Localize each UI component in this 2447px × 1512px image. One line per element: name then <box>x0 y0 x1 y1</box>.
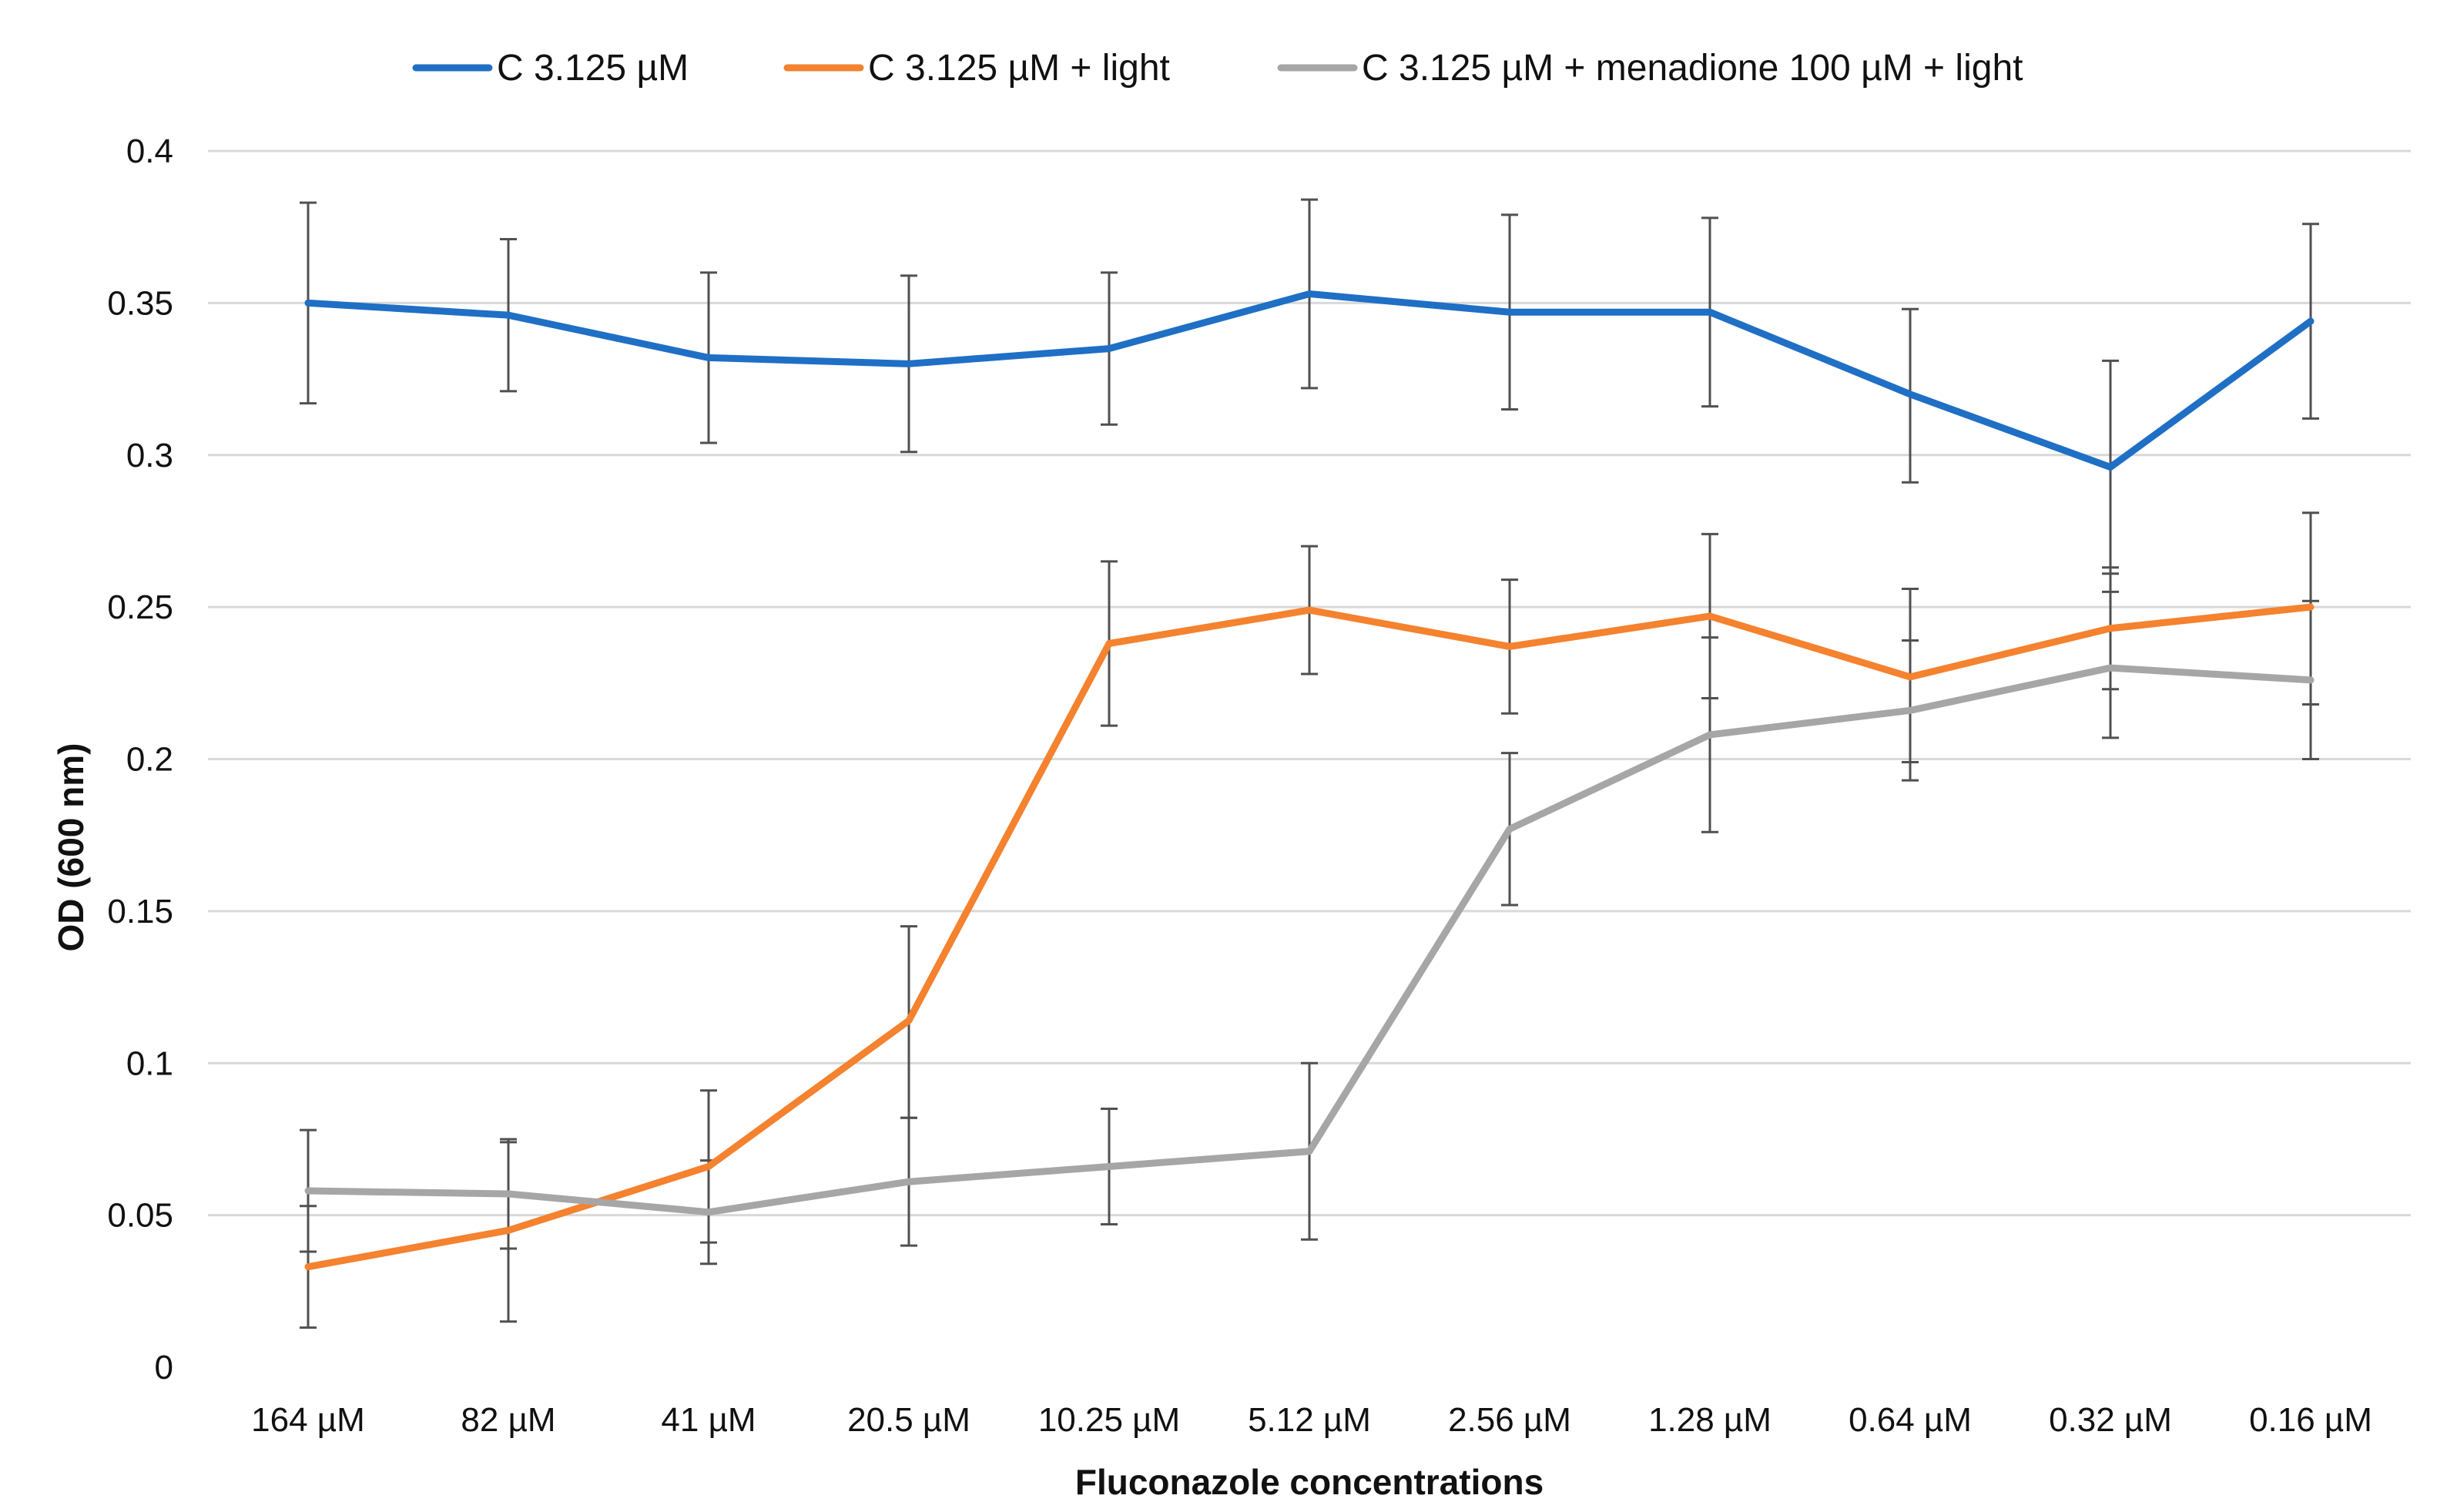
y-tick-label: 0.15 <box>107 893 173 930</box>
y-tick-label: 0.4 <box>126 132 173 170</box>
y-axis-ticks: 0 0.05 0.1 0.15 0.2 0.25 0.3 0.35 0.4 <box>107 132 173 1386</box>
x-tick-label: 0.64 µM <box>1849 1401 1972 1439</box>
y-tick-label: 0.2 <box>126 741 173 779</box>
legend-label: C 3.125 µM <box>497 48 689 89</box>
series-line <box>304 290 2315 471</box>
series-lines <box>304 290 2315 1271</box>
x-tick-label: 5.12 µM <box>1248 1401 1371 1439</box>
legend-item: C 3.125 µM + menadione 100 µM + light <box>1277 48 2023 89</box>
x-tick-label: 0.16 µM <box>2249 1401 2372 1439</box>
legend: C 3.125 µM C 3.125 µM + light C 3.125 µM… <box>412 48 2023 89</box>
x-axis-title: Fluconazole concentrations <box>1075 1462 1544 1502</box>
x-tick-label: 164 µM <box>251 1401 365 1439</box>
x-tick-label: 2.56 µM <box>1448 1401 1571 1439</box>
series-line <box>304 603 2315 1271</box>
legend-item: C 3.125 µM + light <box>783 48 1170 89</box>
y-tick-label: 0 <box>155 1349 173 1386</box>
x-tick-label: 1.28 µM <box>1648 1401 1772 1439</box>
series-line <box>304 664 2315 1216</box>
y-tick-label: 0.05 <box>107 1197 173 1235</box>
x-axis-ticks: 164 µM 82 µM 41 µM 20.5 µM 10.25 µM 5.12 µM 2.… <box>251 1401 2372 1439</box>
y-tick-label: 0.1 <box>126 1044 173 1082</box>
x-tick-label: 10.25 µM <box>1038 1401 1180 1439</box>
legend-label: C 3.125 µM + menadione 100 µM + light <box>1362 48 2023 89</box>
y-axis-title: OD (600 nm) <box>51 743 91 952</box>
x-tick-label: 82 µM <box>461 1401 555 1439</box>
x-tick-label: 20.5 µM <box>847 1401 970 1439</box>
x-tick-label: 0.32 µM <box>2049 1401 2172 1439</box>
legend-item: C 3.125 µM <box>412 48 689 89</box>
legend-label: C 3.125 µM + light <box>868 48 1170 89</box>
y-tick-label: 0.35 <box>107 284 173 322</box>
y-tick-label: 0.3 <box>126 437 173 474</box>
x-tick-label: 41 µM <box>661 1401 756 1439</box>
y-tick-label: 0.25 <box>107 588 173 626</box>
error-bars <box>300 198 2319 1329</box>
